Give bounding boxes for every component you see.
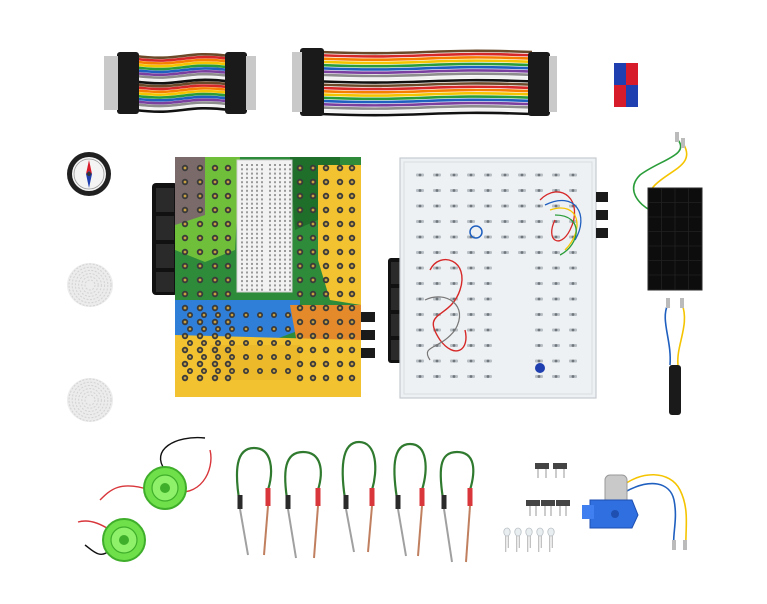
piezo-disc-1 bbox=[99, 436, 212, 510]
pin-headers-right bbox=[225, 52, 256, 114]
probe-pair-4 bbox=[393, 442, 427, 557]
illustrated-circuit-board bbox=[152, 157, 375, 397]
leds bbox=[503, 527, 555, 552]
jumper-wire-bundle-short bbox=[104, 52, 256, 114]
pin-headers-left bbox=[292, 48, 324, 116]
compass bbox=[67, 152, 111, 196]
clear-circuit-board bbox=[388, 157, 608, 399]
solar-panel bbox=[633, 132, 703, 291]
probe-pair-5 bbox=[439, 450, 475, 563]
probe-pair-3 bbox=[341, 440, 377, 553]
bar-magnet bbox=[614, 63, 638, 107]
rope-coil-2 bbox=[67, 378, 113, 422]
pin-headers-right bbox=[528, 52, 557, 116]
jumper-wire-bundle-long bbox=[292, 48, 557, 117]
probe-pair-2 bbox=[284, 450, 322, 559]
gear-motor bbox=[582, 474, 688, 550]
slide-switches bbox=[526, 463, 570, 516]
probe-pair-1 bbox=[235, 446, 273, 556]
rope-coil-1 bbox=[67, 263, 113, 307]
piezo-disc-2 bbox=[77, 518, 146, 562]
pin-headers-left bbox=[104, 52, 139, 114]
buzzer-module bbox=[664, 298, 686, 415]
